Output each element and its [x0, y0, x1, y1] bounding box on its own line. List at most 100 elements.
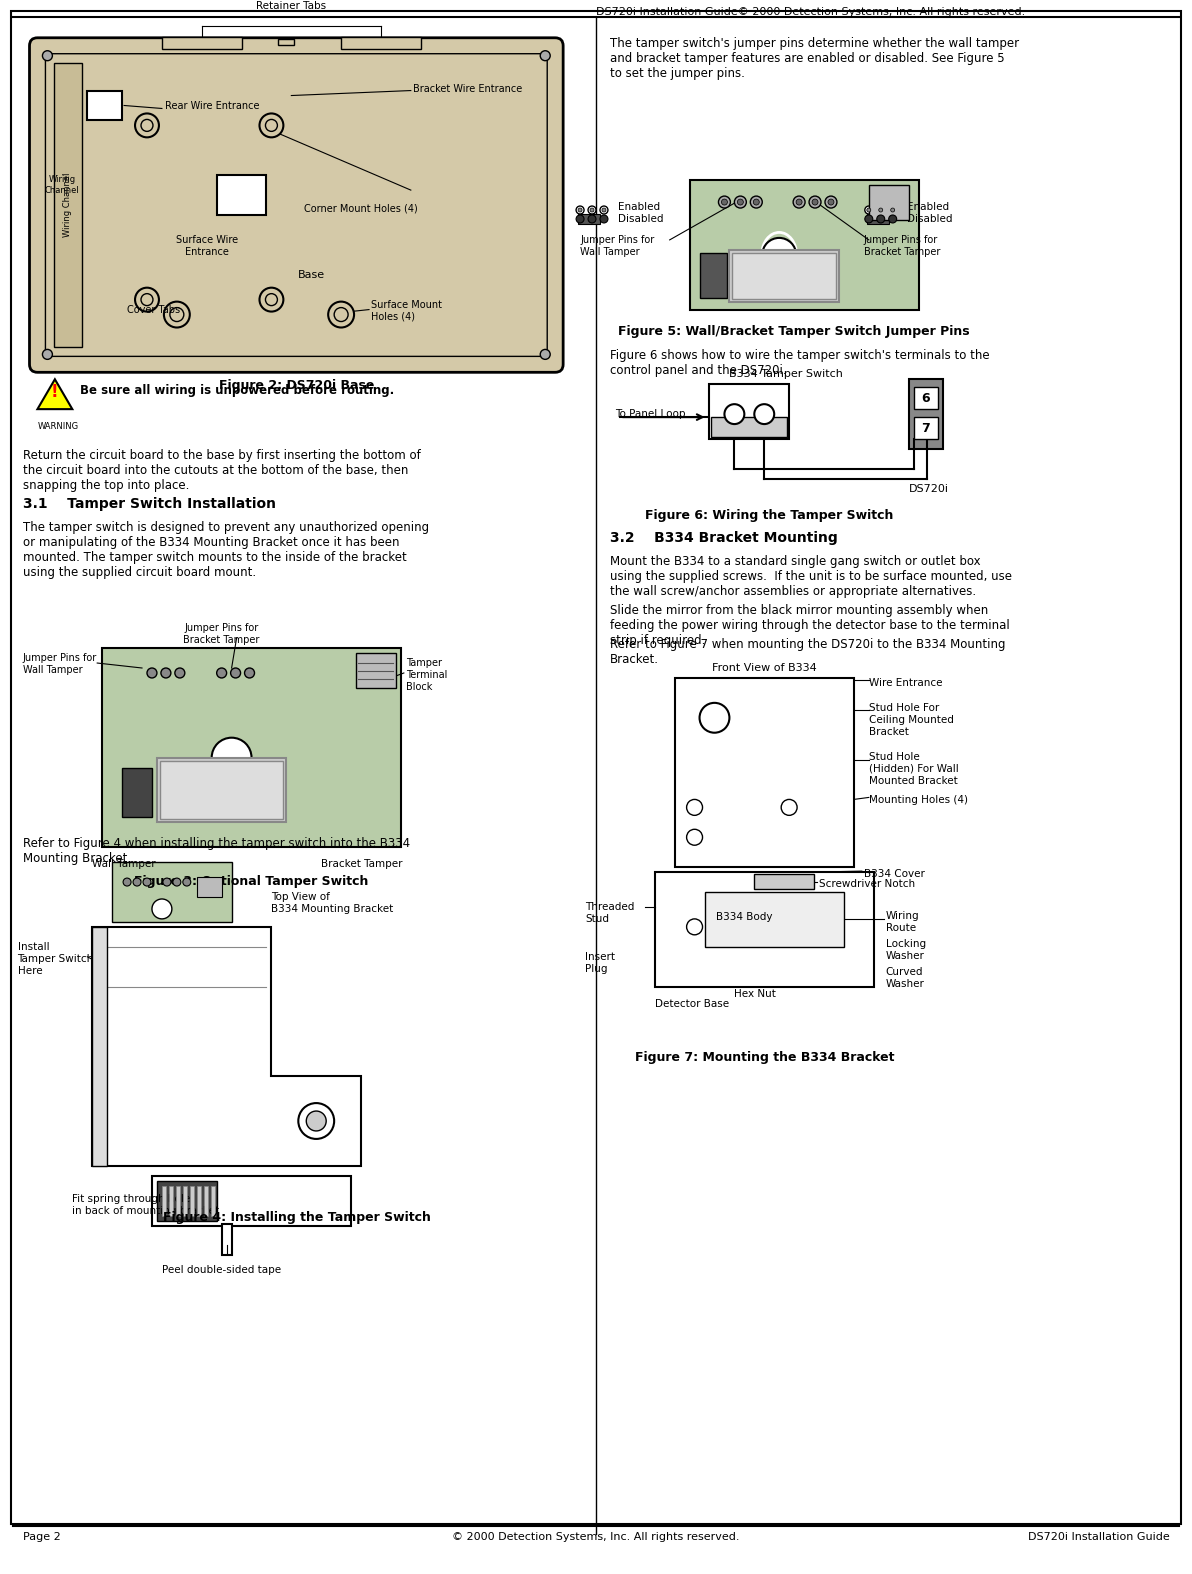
Text: Bracket Tamper: Bracket Tamper	[184, 636, 260, 645]
Text: Enabled: Enabled	[907, 201, 949, 212]
Text: 6: 6	[921, 392, 930, 405]
Bar	[197, 877, 222, 897]
Circle shape	[738, 198, 744, 205]
Circle shape	[540, 50, 551, 61]
Circle shape	[328, 302, 354, 327]
Bar	[279, 39, 294, 44]
Polygon shape	[92, 927, 361, 1166]
Text: Entrance: Entrance	[185, 247, 229, 257]
Text: Washer: Washer	[886, 951, 925, 960]
Text: Washer: Washer	[886, 979, 925, 988]
Text: DS720i: DS720i	[908, 483, 949, 494]
Circle shape	[865, 206, 873, 214]
Circle shape	[687, 800, 702, 815]
Circle shape	[143, 878, 151, 886]
Circle shape	[600, 216, 608, 224]
Circle shape	[753, 198, 759, 205]
Circle shape	[793, 197, 805, 208]
Circle shape	[687, 919, 702, 935]
Bar	[675, 678, 853, 867]
Bar	[162, 36, 242, 49]
Circle shape	[260, 113, 284, 137]
Text: Terminal: Terminal	[405, 671, 447, 680]
Text: Bracket Tamper: Bracket Tamper	[864, 247, 940, 257]
Text: Wire Entrance: Wire Entrance	[869, 678, 943, 688]
Circle shape	[755, 405, 775, 423]
Text: Tamper Switch: Tamper Switch	[18, 954, 94, 963]
Text: Figure 4: Installing the Tamper Switch: Figure 4: Installing the Tamper Switch	[163, 1210, 432, 1223]
Text: Disabled: Disabled	[617, 214, 664, 224]
Text: Refer to Figure 7 when mounting the DS720i to the B334 Mounting
Bracket.: Refer to Figure 7 when mounting the DS72…	[610, 637, 1005, 666]
Text: Wall Tamper: Wall Tamper	[92, 859, 156, 869]
Circle shape	[163, 878, 170, 886]
Text: Screwdriver Notch: Screwdriver Notch	[819, 878, 915, 889]
Circle shape	[588, 206, 596, 214]
Bar	[913, 417, 938, 439]
Text: Locking: Locking	[886, 938, 926, 949]
Text: Wall Tamper: Wall Tamper	[581, 247, 640, 257]
Circle shape	[602, 208, 606, 212]
Bar	[176, 1185, 180, 1215]
Bar	[578, 214, 600, 224]
Text: Figure 6: Wiring the Tamper Switch: Figure 6: Wiring the Tamper Switch	[645, 508, 894, 521]
Bar	[222, 1223, 231, 1256]
Text: Mounting Holes (4): Mounting Holes (4)	[869, 795, 968, 806]
Bar	[103, 648, 401, 847]
Circle shape	[879, 208, 883, 212]
Bar	[217, 175, 267, 216]
Text: The tamper switch's jumper pins determine whether the wall tamper
and bracket ta: The tamper switch's jumper pins determin…	[610, 36, 1019, 80]
Text: B334 Mounting Bracket: B334 Mounting Bracket	[272, 903, 393, 914]
Text: Threaded: Threaded	[585, 902, 634, 911]
Text: (Hidden) For Wall: (Hidden) For Wall	[869, 763, 958, 773]
Circle shape	[590, 208, 594, 212]
Circle shape	[828, 198, 834, 205]
Circle shape	[212, 738, 252, 778]
Circle shape	[576, 206, 584, 214]
Circle shape	[781, 800, 797, 815]
FancyBboxPatch shape	[30, 38, 563, 373]
Bar	[182, 1185, 187, 1215]
Circle shape	[147, 667, 157, 678]
Text: in back of mounting bracket: in back of mounting bracket	[73, 1206, 219, 1215]
Bar	[204, 1185, 207, 1215]
Circle shape	[725, 405, 744, 423]
Bar	[654, 872, 874, 987]
Circle shape	[175, 667, 185, 678]
Text: Bracket Wire Entrance: Bracket Wire Entrance	[412, 83, 522, 93]
Text: Front View of B334: Front View of B334	[712, 663, 817, 674]
FancyBboxPatch shape	[45, 54, 547, 356]
Text: Figure 6 shows how to wire the tamper switch's terminals to the
control panel an: Figure 6 shows how to wire the tamper sw…	[610, 349, 989, 378]
Circle shape	[260, 288, 284, 312]
Text: Disabled: Disabled	[907, 214, 952, 224]
Text: Slide the mirror from the black mirror mounting assembly when
feeding the power : Slide the mirror from the black mirror m…	[610, 604, 1010, 647]
Bar	[341, 36, 421, 49]
Text: Mount the B334 to a standard single gang switch or outlet box
using the supplied: Mount the B334 to a standard single gang…	[610, 554, 1012, 598]
Bar	[732, 253, 836, 299]
Text: Plug: Plug	[585, 963, 608, 974]
Circle shape	[135, 288, 159, 312]
Text: Stud Hole: Stud Hole	[869, 752, 919, 762]
Circle shape	[141, 120, 153, 131]
Text: B334 Body: B334 Body	[716, 911, 772, 922]
Text: Wiring: Wiring	[886, 911, 919, 921]
Text: Tamper: Tamper	[405, 658, 442, 667]
Circle shape	[877, 216, 884, 224]
Circle shape	[135, 113, 159, 137]
Text: Corner Mount Holes (4): Corner Mount Holes (4)	[304, 203, 418, 212]
Text: Block: Block	[405, 682, 433, 693]
Circle shape	[173, 878, 181, 886]
Text: The tamper switch is designed to prevent any unauthorized opening
or manipulatin: The tamper switch is designed to prevent…	[23, 521, 429, 579]
Bar	[869, 186, 908, 220]
Text: Wall Tamper: Wall Tamper	[23, 664, 82, 675]
Text: Be sure all wiring is unpowered before routing.: Be sure all wiring is unpowered before r…	[80, 384, 395, 397]
Circle shape	[306, 1111, 327, 1132]
Bar	[867, 214, 889, 224]
Text: Peel double-sided tape: Peel double-sided tape	[162, 1265, 281, 1275]
Bar	[151, 1176, 352, 1226]
Text: Retainer Tabs: Retainer Tabs	[256, 2, 327, 11]
Text: Refer to Figure 4 when installing the tamper switch into the B334
Mounting Brack: Refer to Figure 4 when installing the ta…	[23, 837, 410, 866]
Bar	[160, 760, 284, 820]
Circle shape	[865, 216, 873, 224]
Text: Wiring
Channel: Wiring Channel	[45, 175, 80, 195]
Circle shape	[796, 198, 802, 205]
